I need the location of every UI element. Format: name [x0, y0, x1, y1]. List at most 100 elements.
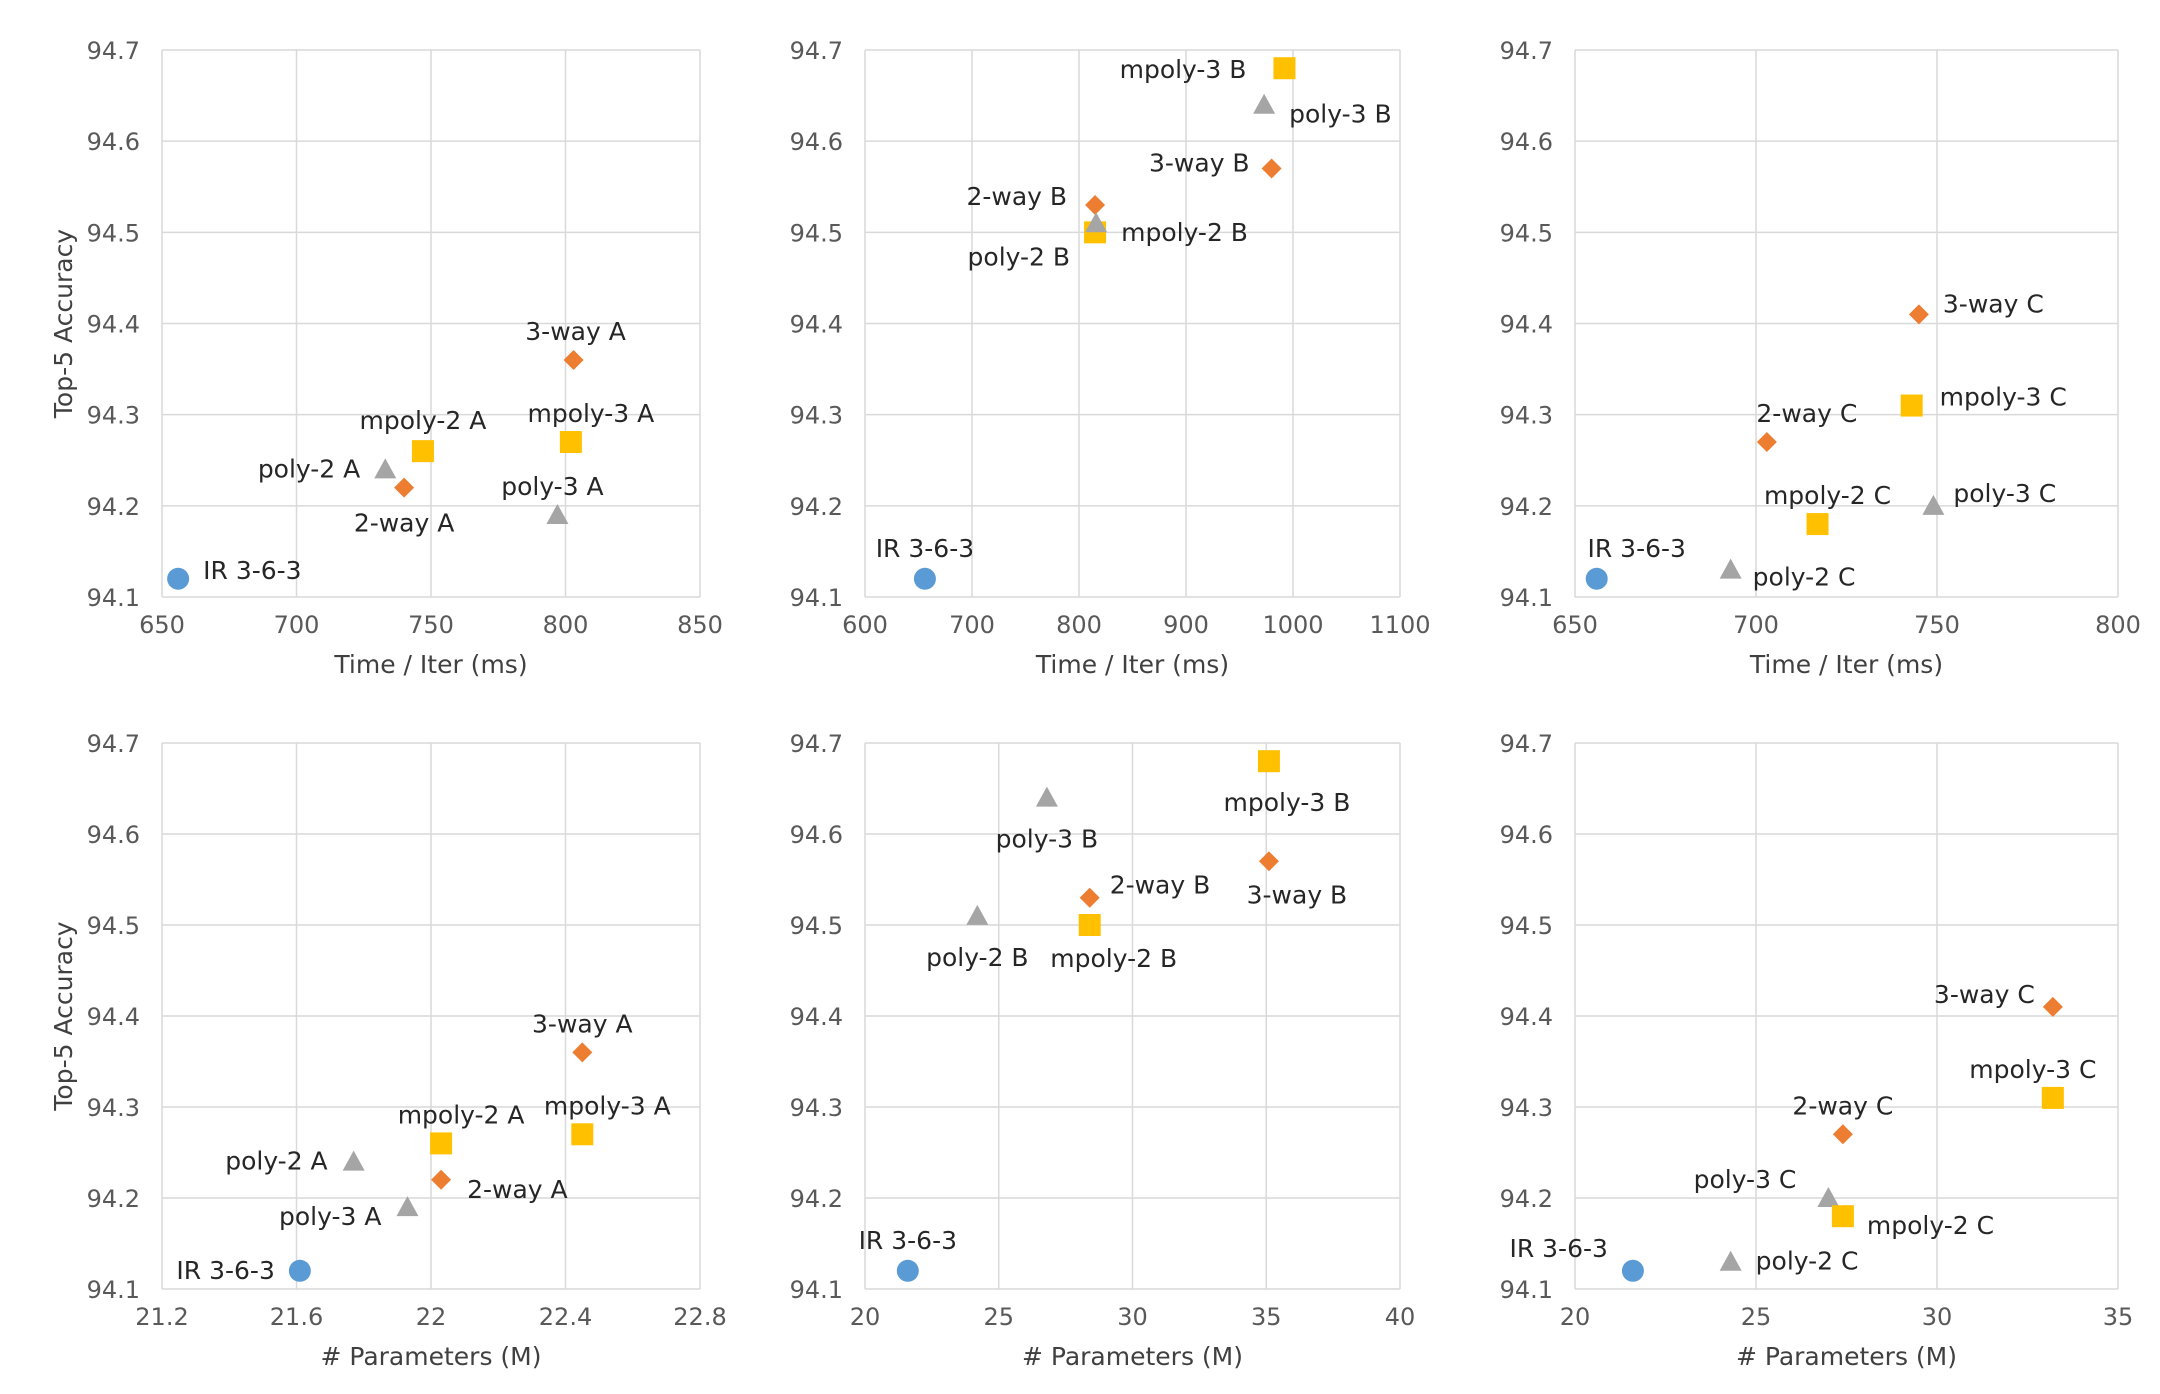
y-tick-label: 94.7 — [1500, 37, 1553, 65]
data-point-poly — [546, 503, 569, 524]
y-tick-label: 94.2 — [87, 493, 140, 521]
x-axis-title: # Parameters (M) — [1736, 1342, 1957, 1371]
chart-time-B: 94.1 94.2 94.3 94.4 94.5 94.6 94.7 600 700 800 900… — [790, 37, 1431, 679]
point-label: poly-2 B — [968, 242, 1071, 271]
y-tick-label: 94.1 — [790, 584, 843, 612]
point-label: mpoly-3 B — [1120, 55, 1247, 84]
x-tick-label: 25 — [983, 1303, 1014, 1331]
data-point-poly — [1253, 93, 1276, 114]
data-point-baseline — [1585, 567, 1608, 590]
point-label: poly-3 B — [1289, 100, 1392, 129]
point-label: mpoly-2 A — [398, 1100, 525, 1129]
y-tick-label: 94.7 — [1500, 730, 1553, 758]
data-point-poly — [396, 1196, 419, 1217]
data-point-way — [2042, 996, 2063, 1017]
y-tick-label: 94.7 — [87, 37, 140, 65]
y-tick-label: 94.6 — [87, 821, 140, 849]
x-tick-label: 21.2 — [135, 1303, 188, 1331]
point-label: poly-2 A — [225, 1147, 327, 1176]
point-label: mpoly-2 C — [1764, 481, 1891, 510]
point-label: poly-3 C — [1953, 479, 2056, 508]
data-point-way — [1832, 1124, 1853, 1145]
data-point-mpoly — [2041, 1086, 2064, 1109]
point-label: 3-way C — [1934, 980, 2035, 1009]
x-tick-label: 22.4 — [539, 1303, 592, 1331]
y-tick-label: 94.7 — [790, 37, 843, 65]
x-tick-label: 35 — [1251, 1303, 1282, 1331]
data-point-way — [1085, 194, 1106, 215]
y-tick-label: 94.4 — [87, 1003, 140, 1031]
x-axis-title: Time / Iter (ms) — [333, 650, 527, 679]
point-label: mpoly-3 C — [1969, 1055, 2096, 1084]
data-point-poly — [1719, 558, 1742, 579]
y-tick-label: 94.5 — [790, 912, 843, 940]
x-tick-label: 20 — [850, 1303, 881, 1331]
data-point-way — [1261, 158, 1282, 179]
data-point-poly — [342, 1150, 365, 1171]
x-tick-label: 25 — [1741, 1303, 1772, 1331]
y-tick-label: 94.3 — [790, 1094, 843, 1122]
y-axis-title: Top-5 Accuracy — [49, 921, 78, 1111]
data-point-way — [1079, 887, 1100, 908]
y-tick-label: 94.6 — [1500, 128, 1553, 156]
data-point-poly — [1085, 212, 1108, 233]
y-tick-label: 94.2 — [1500, 493, 1553, 521]
x-tick-label: 20 — [1560, 1303, 1591, 1331]
x-tick-label: 40 — [1385, 1303, 1416, 1331]
y-tick-label: 94.3 — [790, 402, 843, 430]
point-label: mpoly-3 A — [544, 1091, 671, 1120]
data-point-mpoly — [559, 431, 582, 454]
chart-params-C: 94.1 94.2 94.3 94.4 94.5 94.6 94.7 20 25 30 35 # Pa… — [1500, 730, 2134, 1371]
chart-time-A: 94.1 94.2 94.3 94.4 94.5 94.6 94.7 650 700 750 800… — [49, 37, 723, 679]
x-tick-label: 650 — [1552, 611, 1598, 639]
point-label: 2-way B — [966, 182, 1067, 211]
point-label: 2-way C — [1756, 399, 1857, 428]
point-label: 3-way B — [1247, 880, 1348, 909]
data-point-mpoly — [1078, 914, 1101, 936]
data-point-way — [1756, 432, 1777, 453]
y-tick-label: 94.6 — [1500, 821, 1553, 849]
y-tick-label: 94.1 — [790, 1276, 843, 1304]
x-tick-label: 30 — [1922, 1303, 1953, 1331]
point-label: 2-way A — [467, 1175, 568, 1204]
x-tick-label: 700 — [274, 611, 320, 639]
data-point-poly — [374, 458, 397, 479]
point-label: poly-3 A — [501, 472, 603, 501]
point-label: IR 3-6-3 — [1509, 1234, 1607, 1263]
y-tick-label: 94.4 — [790, 311, 843, 339]
y-tick-label: 94.2 — [790, 1185, 843, 1213]
data-point-way — [431, 1169, 452, 1190]
y-tick-label: 94.6 — [790, 128, 843, 156]
y-tick-label: 94.7 — [790, 730, 843, 758]
chart-time-C: 94.1 94.2 94.3 94.4 94.5 94.6 94.7 650 700 750 800… — [1500, 37, 2141, 679]
y-tick-label: 94.1 — [1500, 584, 1553, 612]
data-point-poly — [1922, 494, 1945, 515]
point-label: 3-way C — [1943, 289, 2044, 318]
x-tick-label: 850 — [677, 611, 723, 639]
point-label: IR 3-6-3 — [876, 534, 974, 563]
y-tick-label: 94.5 — [1500, 912, 1553, 940]
point-label: poly-2 B — [926, 943, 1029, 972]
y-tick-label: 94.2 — [790, 493, 843, 521]
y-tick-label: 94.6 — [87, 128, 140, 156]
point-label: poly-3 C — [1694, 1165, 1797, 1194]
x-tick-label: 22.8 — [673, 1303, 726, 1331]
x-tick-label: 30 — [1117, 1303, 1148, 1331]
data-point-mpoly — [1257, 750, 1280, 773]
x-tick-label: 1100 — [1369, 611, 1430, 639]
y-tick-label: 94.4 — [1500, 311, 1553, 339]
data-point-way — [394, 477, 415, 498]
y-axis-title: Top-5 Accuracy — [49, 229, 78, 419]
point-label: poly-2 A — [258, 454, 360, 483]
point-label: 3-way A — [532, 1009, 633, 1038]
x-tick-label: 600 — [842, 611, 888, 639]
point-label: mpoly-2 A — [360, 406, 487, 435]
point-label: IR 3-6-3 — [859, 1226, 957, 1255]
x-tick-label: 700 — [949, 611, 995, 639]
data-point-baseline — [913, 567, 936, 590]
x-axis-title: Time / Iter (ms) — [1035, 650, 1229, 679]
point-label: mpoly-2 B — [1050, 944, 1177, 973]
point-label: IR 3-6-3 — [203, 556, 301, 585]
y-tick-label: 94.5 — [1500, 219, 1553, 247]
